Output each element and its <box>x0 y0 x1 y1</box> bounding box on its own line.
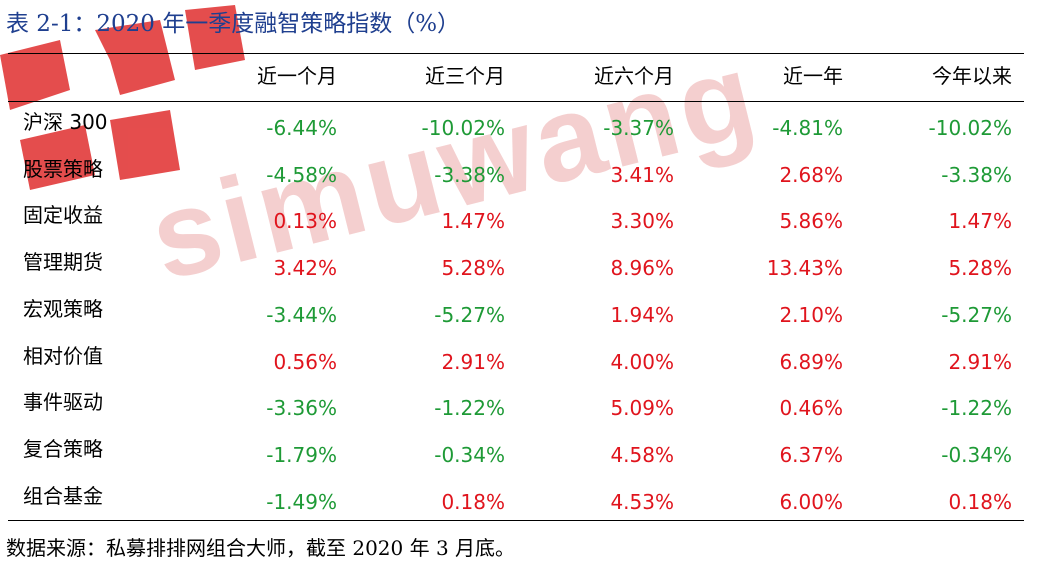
table-cell: -10.02% <box>928 116 1012 140</box>
table-bottom-rule <box>8 520 1024 521</box>
table-cell: -6.44% <box>266 116 337 140</box>
table-cell: -1.79% <box>266 442 337 467</box>
table-cell: -5.27% <box>434 302 505 327</box>
column-header-1y: 近一年 <box>783 64 843 88</box>
table-cell: -4.58% <box>266 162 337 187</box>
table-cell: 5.09% <box>610 396 674 421</box>
column-header-ytd: 今年以来 <box>932 64 1012 88</box>
table-cell: 0.18% <box>441 489 505 514</box>
table-cell: -5.27% <box>941 302 1012 327</box>
table-cell: 6.00% <box>779 489 843 514</box>
table-cell: -1.49% <box>266 489 337 514</box>
table-cell: 6.37% <box>779 442 843 467</box>
table-cell: 4.58% <box>610 442 674 467</box>
table-cell: 13.43% <box>766 256 843 281</box>
table-cell: 0.46% <box>779 396 843 421</box>
row-label: 管理期货 <box>23 250 103 275</box>
table-cell: 3.41% <box>610 162 674 187</box>
row-label: 事件驱动 <box>23 390 103 415</box>
row-label: 沪深 300 <box>23 110 108 134</box>
table-cell: -1.22% <box>434 396 505 421</box>
column-header-6m: 近六个月 <box>594 64 674 88</box>
table-cell: 0.56% <box>273 349 337 374</box>
table-cell: -4.81% <box>772 116 843 140</box>
table-row: 固定收益 0.13% 1.47% 3.30% 5.86% 1.47% <box>0 199 1040 245</box>
row-label: 股票策略 <box>23 156 103 181</box>
table-cell: 4.00% <box>610 349 674 374</box>
column-header-3m: 近三个月 <box>425 64 505 88</box>
table-top-rule <box>8 53 1024 54</box>
row-label: 组合基金 <box>23 483 103 508</box>
table-cell: 4.53% <box>610 489 674 514</box>
table-cell: -3.38% <box>434 162 505 187</box>
source-note: 数据来源：私募排排网组合大师，截至 2020 年 3 月底。 <box>6 536 516 560</box>
table-cell: 2.91% <box>441 349 505 374</box>
row-label: 复合策略 <box>23 436 103 461</box>
column-header-1m: 近一个月 <box>257 64 337 88</box>
table-cell: 2.10% <box>779 302 843 327</box>
table-cell: 1.47% <box>441 209 505 234</box>
table-row: 宏观策略 -3.44% -5.27% 1.94% 2.10% -5.27% <box>0 293 1040 339</box>
table-cell: 2.91% <box>948 349 1012 374</box>
table-cell: -3.38% <box>941 162 1012 187</box>
table-cell: 2.68% <box>779 162 843 187</box>
table-cell: -0.34% <box>941 442 1012 467</box>
table-header-rule <box>8 101 1024 102</box>
table-row: 相对价值 0.56% 2.91% 4.00% 6.89% 2.91% <box>0 340 1040 386</box>
row-label: 相对价值 <box>23 343 103 368</box>
table-row: 组合基金 -1.49% 0.18% 4.53% 6.00% 0.18% <box>0 480 1040 526</box>
table-cell: -10.02% <box>421 116 505 140</box>
table-cell: 0.18% <box>948 489 1012 514</box>
table-cell: 1.94% <box>610 302 674 327</box>
table-cell: 3.30% <box>610 209 674 234</box>
table-cell: 5.28% <box>948 256 1012 281</box>
row-label: 固定收益 <box>23 203 103 228</box>
table-cell: -3.37% <box>603 116 674 140</box>
table-title: 表 2-1：2020 年一季度融智策略指数（%） <box>6 11 461 37</box>
table-row: 管理期货 3.42% 5.28% 8.96% 13.43% 5.28% <box>0 246 1040 292</box>
row-label: 宏观策略 <box>23 296 103 321</box>
table-cell: 5.86% <box>779 209 843 234</box>
table-cell: -0.34% <box>434 442 505 467</box>
table-cell: 3.42% <box>273 256 337 281</box>
table-cell: -3.36% <box>266 396 337 421</box>
table-cell: 5.28% <box>441 256 505 281</box>
table-row: 股票策略 -4.58% -3.38% 3.41% 2.68% -3.38% <box>0 153 1040 199</box>
table-cell: 6.89% <box>779 349 843 374</box>
table-row: 事件驱动 -3.36% -1.22% 5.09% 0.46% -1.22% <box>0 386 1040 432</box>
table-cell: -1.22% <box>941 396 1012 421</box>
table-cell: 8.96% <box>610 256 674 281</box>
table-cell: 0.13% <box>273 209 337 234</box>
table-row: 沪深 300 -6.44% -10.02% -3.37% -4.81% -10.02% <box>0 106 1040 152</box>
table-cell: -3.44% <box>266 302 337 327</box>
table-row: 复合策略 -1.79% -0.34% 4.58% 6.37% -0.34% <box>0 433 1040 479</box>
table-cell: 1.47% <box>948 209 1012 234</box>
